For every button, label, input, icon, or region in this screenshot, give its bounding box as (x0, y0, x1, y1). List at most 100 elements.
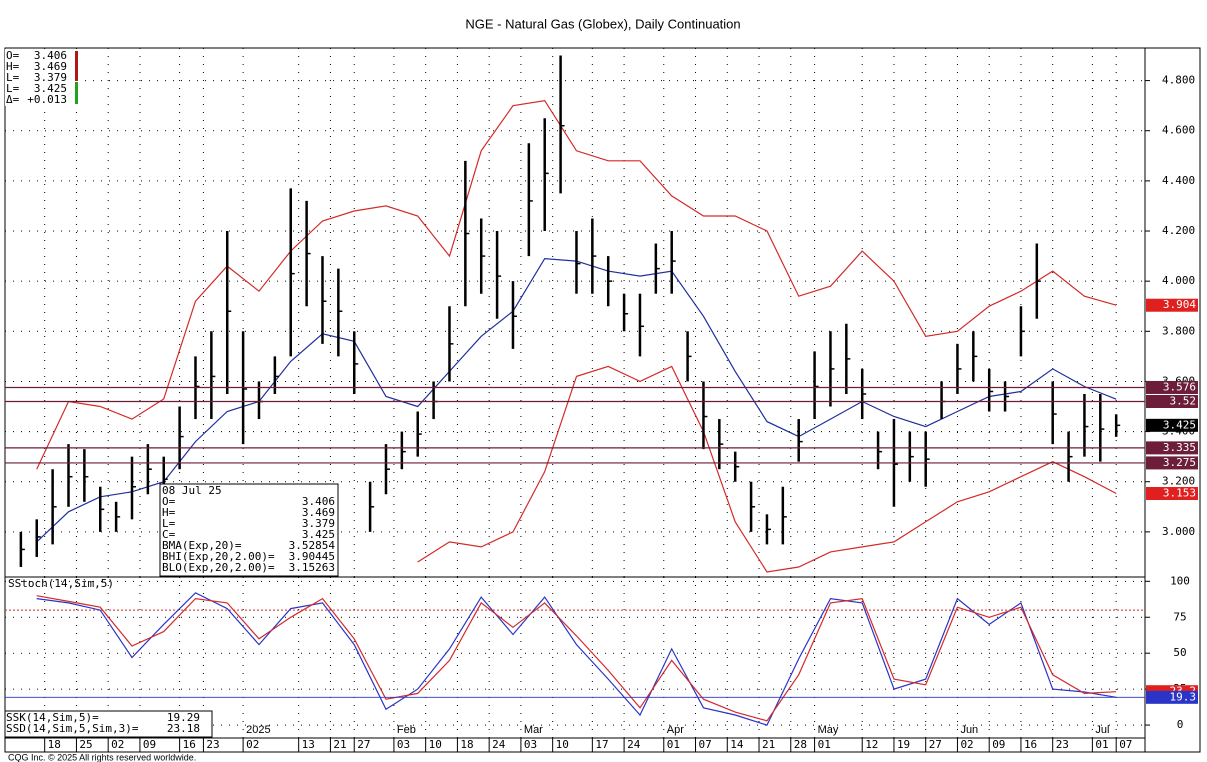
info-value: 3.425 (302, 528, 335, 541)
month-label: Feb (397, 724, 416, 736)
x-tick-label: 12 (865, 738, 878, 751)
x-tick-label: 09 (992, 738, 1005, 751)
info-label: SSK(14,Sim,5)= (6, 711, 99, 724)
month-label: May (818, 724, 839, 736)
info-box (159, 483, 339, 577)
y-tick-label: 4.000 (1162, 274, 1195, 287)
info-value: 3.469 (302, 506, 335, 519)
y-tick-label: 100 (1170, 574, 1190, 587)
info-value: 3.52854 (289, 539, 336, 552)
info-label: H= (162, 506, 176, 519)
info-label: C= (162, 528, 176, 541)
x-tick-label: 18 (460, 738, 473, 751)
level-tag (1146, 380, 1198, 394)
info-value: 19.29 (167, 711, 200, 724)
info-label: O= (162, 495, 176, 508)
x-tick-label: 01 (1095, 738, 1108, 751)
quote-value: 3.425 (34, 82, 67, 95)
info-label: BMA(Exp,20)= (162, 539, 242, 552)
info-value: 3.15263 (289, 561, 335, 574)
x-tick-label: 02 (246, 738, 259, 751)
level-tag (1146, 395, 1198, 409)
indicator-line (417, 365, 1117, 573)
y-tick-label: 4.400 (1162, 174, 1195, 187)
quote-label: H= (6, 60, 20, 73)
price-tag-label: 3.425 (1163, 418, 1196, 431)
value-tag-label: 19.3 (1170, 690, 1197, 703)
info-value: 3.379 (302, 517, 335, 530)
y-tick-label: 4.800 (1162, 74, 1195, 87)
x-tick-label: 02 (111, 738, 124, 751)
x-tick-label: 07 (1119, 738, 1132, 751)
footer: CQG Inc. © 2025 All rights reserved worl… (8, 752, 196, 762)
month-label: 2025 (246, 724, 270, 736)
stoch-line (36, 595, 1117, 722)
price-tag-label: 3.904 (1163, 298, 1196, 311)
level-tag-label: 3.576 (1163, 380, 1196, 393)
info-value: 3.90445 (289, 550, 335, 563)
quote-label: L= (6, 82, 20, 95)
value-tag (1146, 690, 1198, 704)
price-tag (1146, 487, 1198, 501)
x-tick-label: 21 (333, 738, 346, 751)
x-tick-label: 03 (524, 738, 537, 751)
quote-value: 3.469 (34, 60, 67, 73)
price-tag-label: 3.153 (1163, 487, 1196, 500)
level-tag-label: 3.335 (1163, 441, 1196, 454)
level-tag-label: 3.275 (1163, 456, 1196, 469)
stoch-title: SStoch(14,Sim,5) (8, 577, 114, 590)
quote-box (5, 49, 78, 106)
x-tick-label: 16 (1024, 738, 1037, 751)
quote-value: 3.379 (34, 71, 67, 84)
quote-value: 3.406 (34, 49, 67, 62)
x-tick-label: 24 (492, 738, 506, 751)
quote-label: Δ= (6, 93, 20, 106)
level-tag (1146, 441, 1198, 455)
x-tick-label: 23 (1056, 738, 1069, 751)
info-value: 3.406 (302, 495, 335, 508)
x-tick-label: 13 (302, 738, 315, 751)
month-label: Apr (667, 724, 684, 736)
x-tick-label: 02 (960, 738, 973, 751)
info-label: BHI(Exp,20,2.00)= (162, 550, 275, 563)
quote-label: L= (6, 71, 20, 84)
level-tag-label: 3.52 (1170, 395, 1197, 408)
y-tick-label: 3.800 (1162, 324, 1195, 337)
info-value: 23.18 (167, 722, 200, 735)
y-tick-label: 3.000 (1162, 525, 1195, 538)
right-axis (1144, 47, 1201, 753)
x-tick-label: 01 (818, 738, 831, 751)
y-tick-label: 75 (1173, 610, 1186, 623)
x-tick-label: 28 (794, 738, 807, 751)
y-tick-label: 4.200 (1162, 224, 1195, 237)
price-tag (1146, 418, 1198, 432)
price-tag (1146, 298, 1198, 312)
y-tick-label: 50 (1173, 646, 1186, 659)
level-tag (1146, 456, 1198, 470)
quote-mark-up (75, 51, 78, 81)
x-tick-label: 21 (762, 738, 775, 751)
y-tick-label: 4.600 (1162, 124, 1195, 137)
quote-label: O= (6, 49, 20, 62)
month-label: Jul (1095, 724, 1109, 736)
indicator-line (36, 99, 1117, 470)
stoch-line (36, 592, 1117, 726)
x-tick-label: 01 (667, 738, 680, 751)
x-tick-label: 27 (357, 738, 370, 751)
quote-mark-down (75, 82, 78, 104)
x-tick-label: 27 (929, 738, 942, 751)
x-tick-label: 18 (48, 738, 61, 751)
info-date: 08 Jul 25 (162, 484, 222, 497)
x-tick-label: 10 (556, 738, 569, 751)
x-tick-label: 16 (183, 738, 196, 751)
x-tick-label: 09 (143, 738, 156, 751)
x-tick-label: 14 (730, 738, 744, 751)
plot (5, 48, 1145, 577)
info-label: BLO(Exp,20,2.00)= (162, 561, 275, 574)
x-tick-label: 24 (627, 738, 641, 751)
y-tick-label: 3.200 (1162, 475, 1195, 488)
x-tick-label: 17 (595, 738, 608, 751)
x-tick-label: 03 (397, 738, 410, 751)
